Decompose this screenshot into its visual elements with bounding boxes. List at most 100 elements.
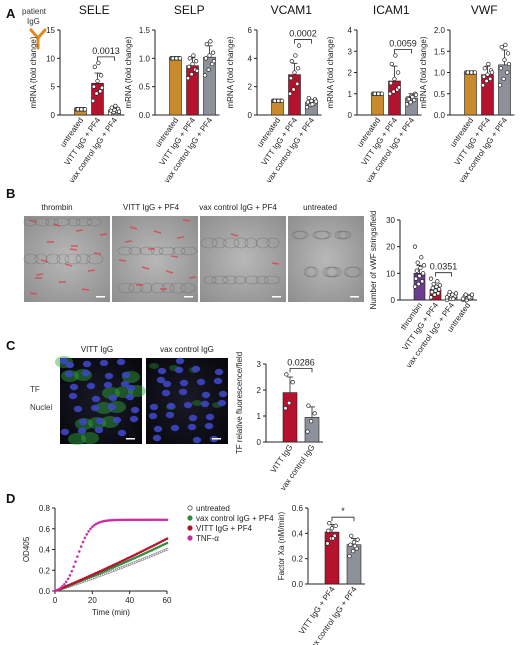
data-point [210, 50, 216, 55]
image-title-vitt: VITT IgG [81, 345, 113, 354]
line-point [61, 585, 64, 588]
data-point [480, 83, 486, 88]
chart-title: SELP [174, 3, 205, 17]
nucleus [148, 412, 158, 420]
data-point [418, 265, 423, 271]
data-point [98, 89, 103, 94]
data-point [92, 64, 97, 69]
data-point [387, 91, 393, 96]
data-point [109, 105, 114, 110]
y-tick-label: 0.6 [39, 525, 51, 534]
data-point [481, 74, 487, 79]
y-tick-label: 2.0 [434, 26, 446, 35]
y-axis-label: mRNA (fold change) [226, 36, 235, 108]
data-point [329, 526, 335, 531]
data-point [289, 59, 294, 64]
y-tick-label: 2 [348, 69, 353, 78]
cell-outline [200, 237, 218, 249]
data-point [194, 68, 200, 73]
line-point [165, 537, 169, 541]
microscopy-row-c: VITT IgG vax control IgG TF Nuclei [30, 345, 228, 445]
y-tick-label: 0.0 [39, 587, 51, 596]
cell-outline [322, 266, 338, 278]
line-point [79, 545, 83, 548]
y-tick-label: 0 [51, 111, 56, 120]
data-point [391, 89, 396, 94]
tf-signal [192, 400, 202, 406]
data-point [352, 543, 358, 549]
cell-outline [45, 217, 59, 227]
nucleus [165, 411, 175, 419]
nucleus [95, 417, 105, 425]
data-point [351, 540, 357, 545]
legend-label: TNF-α [196, 534, 219, 543]
line-point [83, 536, 87, 540]
data-point [75, 107, 80, 112]
y-axis-label: OD405 [22, 536, 31, 562]
data-point [408, 100, 413, 105]
legend-label: vax control IgG + PF4 [196, 514, 274, 523]
vwf-string [28, 219, 37, 223]
scale-bar [96, 296, 105, 298]
data-point [486, 61, 491, 67]
vwf-string [170, 255, 179, 258]
x-tick-label: 40 [125, 596, 134, 605]
data-point [312, 411, 317, 416]
line-point [66, 577, 70, 581]
vwf-string [81, 288, 90, 291]
data-point [393, 53, 398, 58]
bar [464, 72, 477, 116]
data-point [276, 98, 281, 103]
data-point [190, 61, 195, 67]
nucleus [126, 384, 136, 392]
x-tick-label: 0 [53, 596, 58, 605]
series-tnf- [53, 518, 169, 593]
data-point [288, 76, 294, 81]
data-point [203, 56, 209, 61]
data-point [272, 98, 277, 103]
data-point [429, 289, 435, 295]
tf-signal [68, 433, 86, 445]
cell-outline [45, 253, 61, 265]
data-point [505, 51, 511, 56]
antibody-label-patient: patient [22, 7, 47, 16]
vwf-string [75, 229, 84, 232]
line-point [77, 550, 81, 553]
y-tick-label: 15 [46, 26, 55, 35]
data-point [451, 296, 456, 301]
data-point [428, 276, 434, 281]
y-axis-label: TF relative fluorescence/field [235, 352, 244, 454]
data-point [417, 273, 422, 279]
nucleus [170, 424, 180, 432]
data-point [177, 56, 183, 61]
tf-signal [95, 402, 113, 414]
data-point [206, 67, 211, 72]
data-point [488, 76, 493, 82]
nucleus [117, 429, 127, 437]
y-axis-label: mRNA (fold change) [419, 36, 428, 108]
data-point [428, 295, 434, 300]
p-value-label: 0.0286 [287, 357, 315, 367]
data-point [376, 91, 381, 96]
data-point [350, 548, 356, 554]
y-tick-label: 0.0 [139, 111, 151, 120]
cell-outline [150, 282, 166, 294]
data-point [416, 281, 421, 287]
data-point [469, 292, 475, 297]
channel-label-nuclei: Nuclei [30, 403, 52, 412]
x-axis-label: Time (min) [92, 608, 130, 617]
cell-outline [291, 230, 307, 240]
image-title-vax-pf4: vax control IgG + PF4 [199, 203, 277, 212]
bar [169, 58, 182, 116]
y-tick-label: 0.4 [39, 546, 51, 555]
nucleus [152, 434, 162, 442]
cell-outline [75, 253, 91, 265]
data-point [498, 66, 504, 71]
line-point [87, 530, 90, 533]
nucleus [179, 379, 189, 387]
data-point [379, 91, 385, 96]
scale-bar [350, 296, 359, 298]
data-point [99, 85, 105, 90]
cell-outline [180, 246, 198, 256]
